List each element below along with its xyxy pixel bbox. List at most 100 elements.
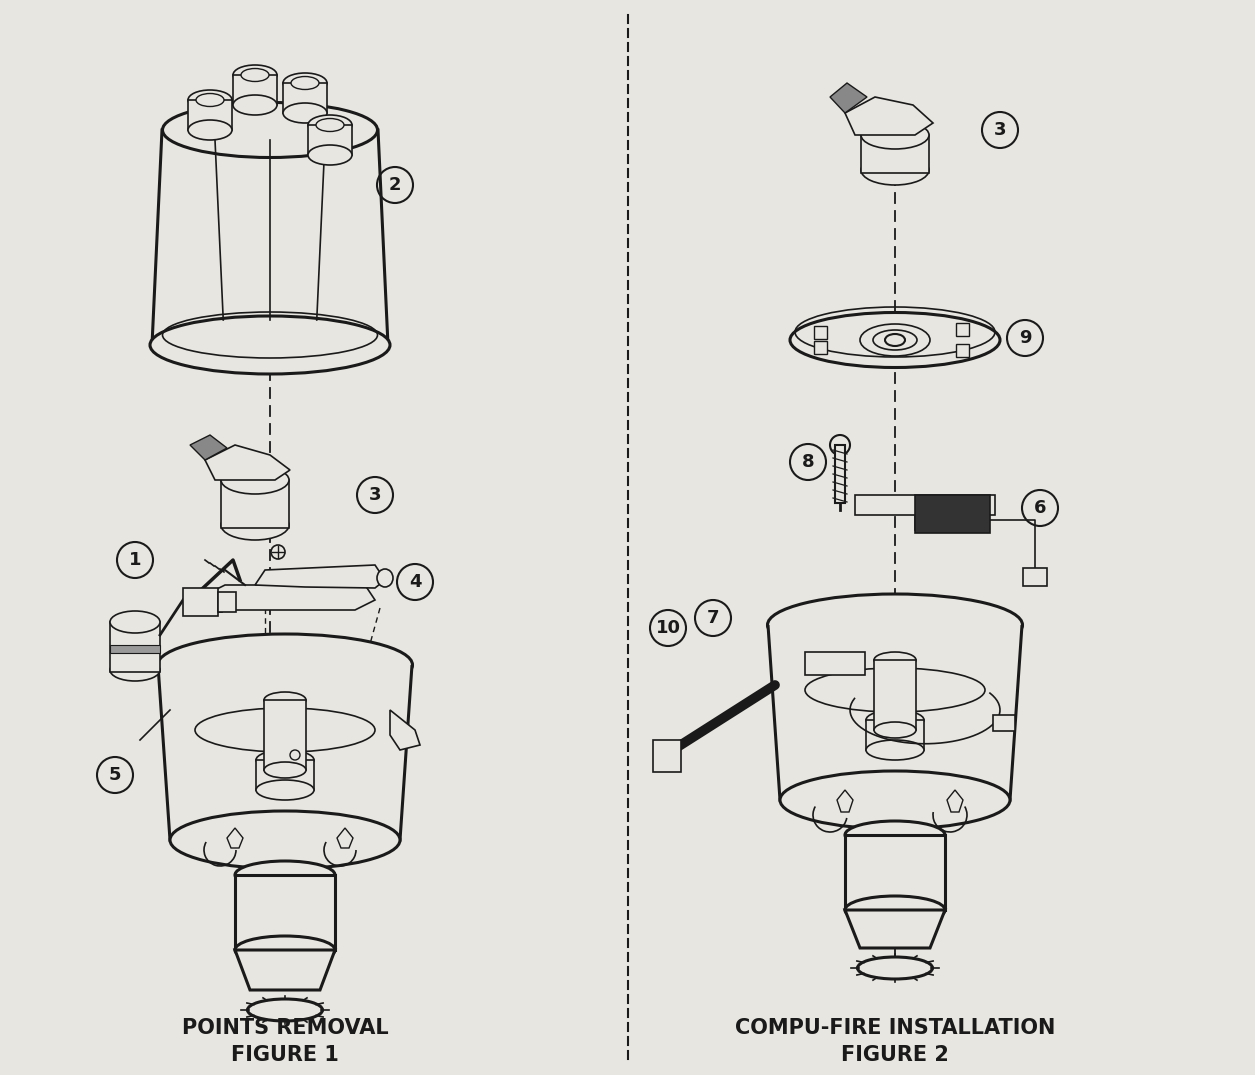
Bar [861, 135, 929, 173]
Polygon shape [235, 950, 335, 990]
Ellipse shape [282, 73, 328, 94]
Ellipse shape [861, 155, 929, 185]
Text: 4: 4 [409, 573, 422, 591]
Ellipse shape [188, 120, 232, 140]
Bar [866, 720, 924, 750]
Ellipse shape [861, 121, 929, 149]
Polygon shape [837, 790, 853, 812]
Text: 7: 7 [707, 610, 719, 627]
Bar [835, 445, 845, 503]
Polygon shape [205, 585, 375, 610]
Ellipse shape [282, 103, 328, 123]
Bar [183, 588, 218, 616]
Bar [653, 740, 681, 772]
Bar [233, 75, 277, 105]
Ellipse shape [264, 762, 306, 778]
Ellipse shape [162, 102, 378, 158]
Ellipse shape [271, 545, 285, 559]
Ellipse shape [157, 634, 413, 696]
Text: 6: 6 [1034, 499, 1047, 517]
Bar [110, 622, 159, 672]
Bar [264, 700, 306, 770]
Bar [845, 835, 945, 911]
Ellipse shape [316, 118, 344, 131]
Bar [1023, 568, 1047, 586]
Text: 8: 8 [802, 453, 814, 471]
Text: 3: 3 [369, 486, 382, 504]
Ellipse shape [247, 999, 323, 1021]
Polygon shape [390, 710, 420, 750]
Polygon shape [227, 828, 243, 848]
Ellipse shape [866, 740, 924, 760]
Text: 9: 9 [1019, 329, 1032, 347]
Ellipse shape [873, 653, 916, 668]
Ellipse shape [768, 594, 1023, 656]
Ellipse shape [857, 957, 932, 979]
Ellipse shape [290, 750, 300, 760]
Ellipse shape [256, 750, 314, 770]
Ellipse shape [830, 435, 850, 455]
Text: 2: 2 [389, 176, 402, 194]
Polygon shape [768, 625, 1022, 800]
Ellipse shape [264, 692, 306, 708]
Ellipse shape [188, 90, 232, 110]
Bar [235, 875, 335, 950]
Bar [993, 715, 1015, 731]
Polygon shape [190, 435, 227, 460]
Ellipse shape [376, 569, 393, 587]
Ellipse shape [233, 95, 277, 115]
Ellipse shape [804, 668, 985, 712]
Ellipse shape [866, 710, 924, 730]
Polygon shape [845, 911, 945, 948]
Polygon shape [152, 130, 388, 345]
Polygon shape [948, 790, 963, 812]
Ellipse shape [151, 316, 390, 374]
Ellipse shape [860, 324, 930, 356]
Polygon shape [205, 445, 290, 481]
Ellipse shape [235, 936, 335, 964]
Text: FIGURE 1: FIGURE 1 [231, 1045, 339, 1065]
Bar [873, 660, 916, 730]
Ellipse shape [845, 895, 945, 924]
Ellipse shape [195, 708, 375, 752]
Bar [256, 760, 314, 790]
Ellipse shape [781, 771, 1010, 829]
Bar [221, 481, 289, 528]
Ellipse shape [873, 722, 916, 739]
Polygon shape [255, 565, 385, 588]
Ellipse shape [241, 69, 269, 82]
Text: POINTS REMOVAL: POINTS REMOVAL [182, 1018, 388, 1038]
Ellipse shape [169, 811, 400, 869]
Polygon shape [338, 828, 353, 848]
Ellipse shape [307, 115, 351, 135]
Polygon shape [158, 665, 412, 840]
Ellipse shape [256, 780, 314, 800]
Ellipse shape [110, 659, 159, 680]
Ellipse shape [291, 76, 319, 89]
Bar [282, 83, 328, 113]
Bar [188, 100, 232, 130]
Ellipse shape [110, 611, 159, 633]
Bar [915, 494, 990, 533]
Polygon shape [845, 97, 932, 135]
Polygon shape [830, 83, 867, 113]
Ellipse shape [221, 465, 289, 495]
Polygon shape [804, 653, 865, 675]
Ellipse shape [885, 334, 905, 346]
Text: 10: 10 [655, 619, 680, 637]
Polygon shape [855, 494, 995, 530]
Text: 3: 3 [994, 121, 1007, 139]
Bar [110, 645, 159, 653]
Ellipse shape [196, 94, 223, 106]
Ellipse shape [873, 330, 917, 350]
Text: COMPU-FIRE INSTALLATION: COMPU-FIRE INSTALLATION [735, 1018, 1055, 1038]
Ellipse shape [845, 821, 945, 849]
Ellipse shape [233, 64, 277, 85]
Ellipse shape [789, 313, 1000, 368]
Text: 1: 1 [129, 551, 142, 569]
Bar [307, 125, 351, 155]
Text: 5: 5 [109, 766, 122, 784]
Bar [200, 598, 222, 612]
Ellipse shape [307, 145, 351, 164]
Text: FIGURE 2: FIGURE 2 [841, 1045, 949, 1065]
